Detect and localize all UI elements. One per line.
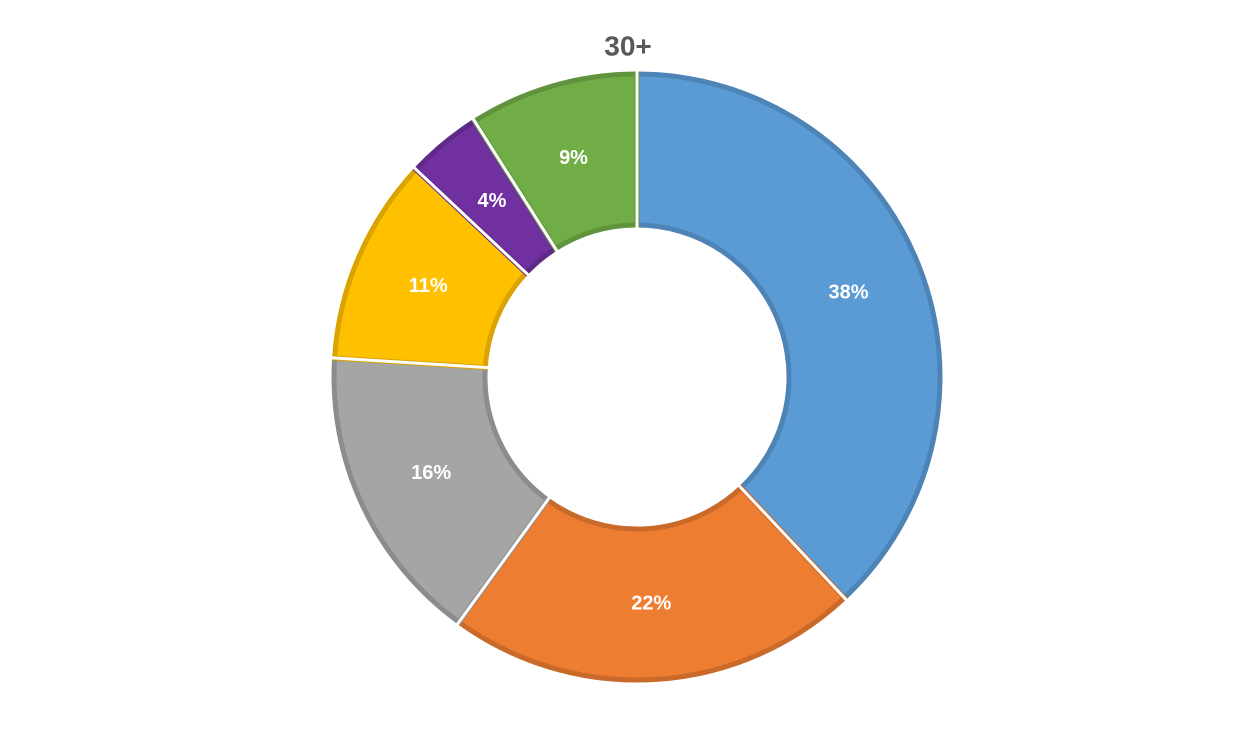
donut-slice: [331, 355, 552, 626]
data-label: 11%: [409, 275, 448, 297]
data-label: 4%: [478, 190, 507, 212]
donut-slice: [455, 484, 848, 683]
data-label: 22%: [631, 592, 671, 614]
slice-separator: [412, 166, 530, 277]
chart-title: 30+: [604, 30, 652, 61]
data-label: 16%: [411, 462, 451, 484]
donut-slice: [634, 71, 943, 602]
data-label: 38%: [829, 282, 869, 304]
slice-separator: [471, 117, 559, 252]
slice-separator: [737, 484, 848, 602]
data-label: 9%: [559, 147, 588, 169]
slice-separator: [455, 496, 551, 626]
slice-separator: [331, 356, 489, 370]
